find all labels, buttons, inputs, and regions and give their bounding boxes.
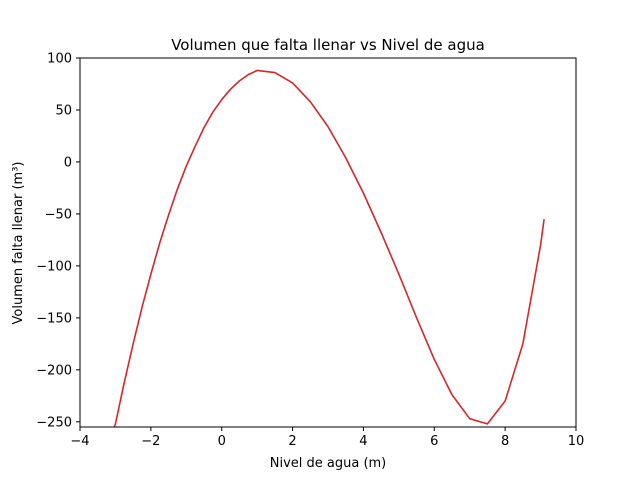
- plot-frame: [79, 57, 577, 428]
- y-tick-label: −100: [36, 259, 72, 274]
- series-line-0: [113, 69, 545, 427]
- y-tick-label: −50: [45, 207, 72, 222]
- x-tick-label: 2: [288, 434, 296, 449]
- chart-title: Volumen que falta llenar vs Nivel de agu…: [171, 36, 485, 54]
- y-tick-label: −150: [36, 311, 72, 326]
- y-tick-label: 50: [55, 103, 72, 118]
- x-tick-label: 0: [218, 434, 226, 449]
- y-axis-label: Volumen falta llenar (m³): [11, 162, 26, 325]
- y-tick-label: 0: [64, 155, 72, 170]
- y-axis: 100 50 0 −50 −100 −150 −200 −250: [36, 52, 80, 430]
- x-axis-label: Nivel de agua (m): [270, 456, 387, 471]
- x-tick-label: 8: [501, 434, 509, 449]
- series-layer: [113, 69, 545, 427]
- x-axis: −4 −2 0 2 4 6 8 10: [70, 427, 584, 449]
- x-tick-label: 6: [430, 434, 438, 449]
- x-tick-label: 4: [359, 434, 367, 449]
- y-tick-label: 100: [47, 52, 72, 67]
- y-tick-label: −250: [36, 415, 72, 430]
- x-tick-label: −4: [70, 434, 89, 449]
- x-tick-label: 10: [568, 434, 585, 449]
- x-tick-label: −2: [141, 434, 160, 449]
- y-tick-label: −200: [36, 363, 72, 378]
